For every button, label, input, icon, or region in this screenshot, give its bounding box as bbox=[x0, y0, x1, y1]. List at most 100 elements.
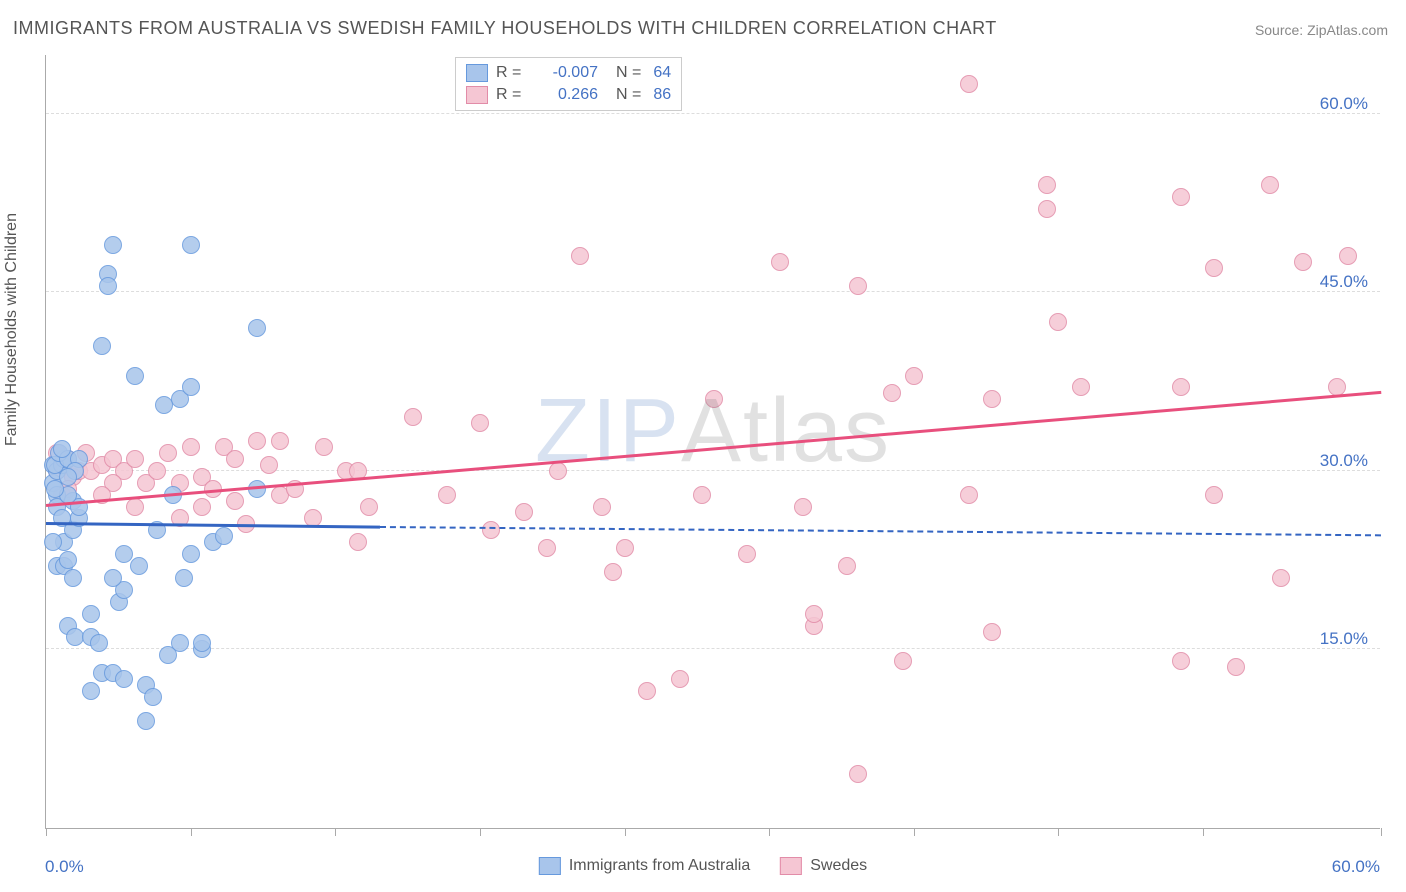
legend-row-australia: R = -0.007 N = 64 bbox=[466, 62, 671, 84]
x-tick bbox=[1058, 828, 1059, 836]
data-point bbox=[983, 623, 1001, 641]
data-point bbox=[248, 432, 266, 450]
data-point bbox=[44, 533, 62, 551]
swatch-australia-icon bbox=[539, 857, 561, 875]
y-tick-label: 45.0% bbox=[1320, 272, 1368, 292]
swatch-australia bbox=[466, 64, 488, 82]
y-tick-label: 60.0% bbox=[1320, 94, 1368, 114]
data-point bbox=[126, 450, 144, 468]
data-point bbox=[482, 521, 500, 539]
data-point bbox=[115, 545, 133, 563]
swatch-swedes-icon bbox=[780, 857, 802, 875]
correlation-legend: R = -0.007 N = 64 R = 0.266 N = 86 bbox=[455, 57, 682, 111]
data-point bbox=[638, 682, 656, 700]
y-tick-label: 15.0% bbox=[1320, 629, 1368, 649]
data-point bbox=[693, 486, 711, 504]
data-point bbox=[126, 498, 144, 516]
data-point bbox=[144, 688, 162, 706]
data-point bbox=[705, 390, 723, 408]
data-point bbox=[115, 670, 133, 688]
data-point bbox=[905, 367, 923, 385]
x-tick bbox=[625, 828, 626, 836]
x-tick bbox=[914, 828, 915, 836]
data-point bbox=[182, 438, 200, 456]
x-tick bbox=[1203, 828, 1204, 836]
source-link[interactable]: ZipAtlas.com bbox=[1307, 22, 1388, 38]
data-point bbox=[193, 498, 211, 516]
plot-area: ZIPAtlas 15.0%30.0%45.0%60.0% bbox=[45, 55, 1380, 829]
data-point bbox=[82, 605, 100, 623]
data-point bbox=[53, 440, 71, 458]
data-point bbox=[59, 468, 77, 486]
data-point bbox=[604, 563, 622, 581]
x-tick bbox=[480, 828, 481, 836]
data-point bbox=[838, 557, 856, 575]
chart-container: IMMIGRANTS FROM AUSTRALIA VS SWEDISH FAM… bbox=[0, 0, 1406, 892]
data-point bbox=[538, 539, 556, 557]
gridline bbox=[46, 291, 1380, 292]
data-point bbox=[137, 712, 155, 730]
y-tick-label: 30.0% bbox=[1320, 451, 1368, 471]
data-point bbox=[226, 450, 244, 468]
x-tick bbox=[769, 828, 770, 836]
data-point bbox=[171, 634, 189, 652]
data-point bbox=[1339, 247, 1357, 265]
trend-line bbox=[46, 522, 380, 528]
trend-line-extrapolated bbox=[380, 526, 1381, 536]
data-point bbox=[90, 634, 108, 652]
data-point bbox=[104, 569, 122, 587]
data-point bbox=[182, 378, 200, 396]
data-point bbox=[182, 545, 200, 563]
data-point bbox=[571, 247, 589, 265]
data-point bbox=[182, 236, 200, 254]
data-point bbox=[148, 462, 166, 480]
chart-title: IMMIGRANTS FROM AUSTRALIA VS SWEDISH FAM… bbox=[13, 18, 997, 39]
data-point bbox=[126, 367, 144, 385]
data-point bbox=[1038, 176, 1056, 194]
data-point bbox=[82, 682, 100, 700]
gridline bbox=[46, 470, 1380, 471]
data-point bbox=[849, 765, 867, 783]
data-point bbox=[1172, 188, 1190, 206]
data-point bbox=[960, 486, 978, 504]
x-axis-max-label: 60.0% bbox=[1332, 857, 1380, 877]
data-point bbox=[193, 634, 211, 652]
x-axis-min-label: 0.0% bbox=[45, 857, 84, 877]
data-point bbox=[64, 569, 82, 587]
data-point bbox=[175, 569, 193, 587]
x-tick bbox=[335, 828, 336, 836]
data-point bbox=[616, 539, 634, 557]
data-point bbox=[1049, 313, 1067, 331]
data-point bbox=[849, 277, 867, 295]
data-point bbox=[515, 503, 533, 521]
data-point bbox=[883, 384, 901, 402]
data-point bbox=[99, 277, 117, 295]
legend-item-swedes: Swedes bbox=[780, 857, 867, 875]
series-legend: Immigrants from Australia Swedes bbox=[539, 857, 867, 875]
x-tick bbox=[191, 828, 192, 836]
data-point bbox=[805, 605, 823, 623]
data-point bbox=[360, 498, 378, 516]
data-point bbox=[1272, 569, 1290, 587]
data-point bbox=[593, 498, 611, 516]
gridline bbox=[46, 648, 1380, 649]
data-point bbox=[1227, 658, 1245, 676]
data-point bbox=[1172, 378, 1190, 396]
data-point bbox=[271, 432, 289, 450]
y-axis-label: Family Households with Children bbox=[3, 213, 21, 446]
data-point bbox=[894, 652, 912, 670]
data-point bbox=[549, 462, 567, 480]
data-point bbox=[315, 438, 333, 456]
data-point bbox=[1172, 652, 1190, 670]
data-point bbox=[1205, 259, 1223, 277]
data-point bbox=[159, 444, 177, 462]
data-point bbox=[349, 533, 367, 551]
source-attribution: Source: ZipAtlas.com bbox=[1255, 22, 1388, 38]
data-point bbox=[130, 557, 148, 575]
data-point bbox=[59, 551, 77, 569]
data-point bbox=[671, 670, 689, 688]
data-point bbox=[1205, 486, 1223, 504]
data-point bbox=[738, 545, 756, 563]
data-point bbox=[983, 390, 1001, 408]
legend-item-australia: Immigrants from Australia bbox=[539, 857, 750, 875]
